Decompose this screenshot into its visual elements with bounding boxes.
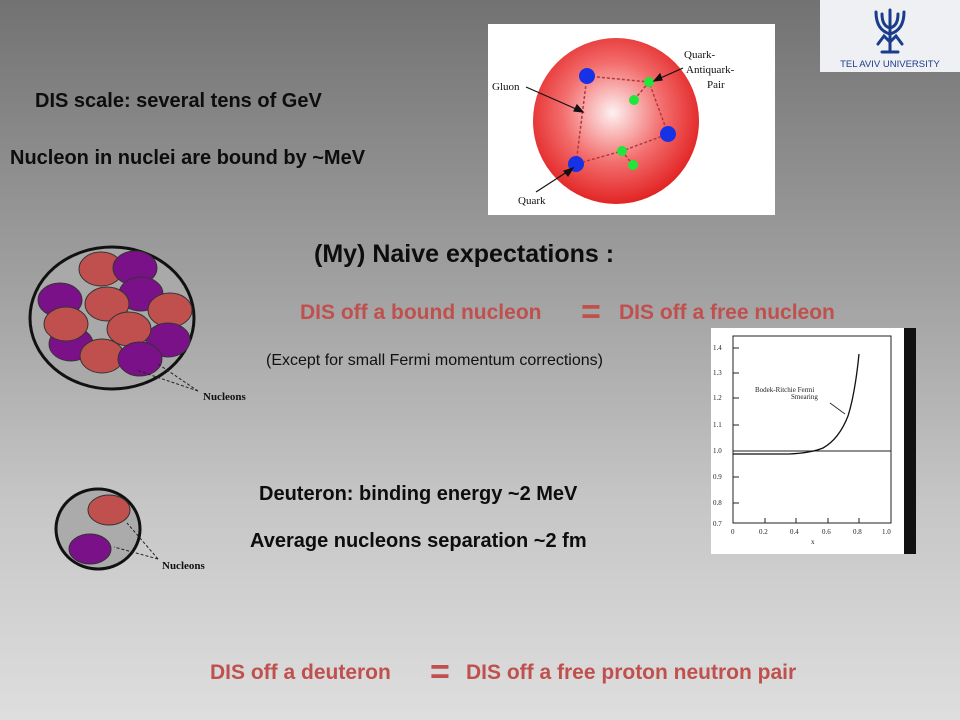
nucleon-pointer	[135, 369, 199, 392]
neutron-ball	[68, 533, 112, 565]
x-tick: 0.4	[790, 528, 799, 536]
equals-sign: =	[430, 653, 450, 691]
y-tick: 1.3	[713, 369, 722, 377]
dis-scale-text: DIS scale: several tens of GeV	[35, 90, 322, 112]
label-qaq-3: Pair	[707, 79, 725, 91]
naive-expectations-heading: (My) Naive expectations :	[314, 240, 615, 268]
deuteron-binding-text: Deuteron: binding energy ~2 MeV	[259, 483, 578, 505]
antiquark-dot	[617, 146, 627, 156]
pn-pair-dis-text: DIS off a free proton neutron pair	[466, 661, 797, 684]
y-tick: 1.1	[713, 421, 722, 429]
menorah-icon: TEL AVIV UNIVERSITY	[840, 8, 941, 70]
plot-frame	[732, 335, 892, 524]
curve-label-pointer	[829, 402, 846, 415]
nucleon-separation-text: Average nucleons separation ~2 fm	[250, 530, 587, 552]
quark-dot	[579, 68, 595, 84]
plot-label-1: Bodek-Ritchie Fermi	[755, 386, 814, 394]
x-tick: 0	[731, 528, 735, 536]
y-tick: 0.8	[713, 499, 722, 507]
nucleons-label-a: Nucleons	[203, 391, 247, 403]
antiquark-dot	[644, 77, 654, 87]
antiquark-dot	[629, 95, 639, 105]
proton-ball	[79, 338, 125, 374]
proton-ball	[106, 311, 152, 347]
x-tick: 1.0	[882, 528, 891, 536]
x-axis-label: x	[811, 538, 815, 546]
y-tick: 1.0	[713, 447, 722, 455]
y-tick: 1.2	[713, 394, 722, 402]
proton-sphere	[533, 38, 699, 204]
deuteron-diagram: Nucleons	[54, 487, 206, 572]
quark-arrow	[535, 169, 571, 193]
x-tick: 0.6	[822, 528, 831, 536]
nucleus-diagram: Nucleons	[28, 245, 247, 403]
plot-label-2: Smearing	[791, 393, 818, 401]
nucleon-pointer	[126, 522, 159, 560]
label-gluon: Gluon	[492, 81, 520, 93]
logo-text: TEL AVIV UNIVERSITY	[840, 59, 940, 70]
smearing-curve	[733, 353, 860, 455]
proton-ball	[87, 494, 131, 526]
proton-ball	[84, 286, 130, 322]
equals-sign: =	[581, 293, 601, 331]
quark-dot	[660, 126, 676, 142]
free-nucleon-text: DIS off a free nucleon	[619, 301, 835, 324]
fermi-smearing-plot: Bodek-Ritchie Fermi Smearing 1.4 1.3 1.2…	[711, 328, 916, 554]
nucleons-label-b: Nucleons	[162, 560, 206, 572]
plot-edge	[904, 328, 916, 554]
y-tick: 0.7	[713, 520, 722, 528]
x-tick: 0.2	[759, 528, 768, 536]
bound-nucleon-text: DIS off a bound nucleon	[300, 301, 542, 324]
label-qaq-2: Antiquark-	[686, 64, 735, 76]
y-tick: 0.9	[713, 473, 722, 481]
nucleon-bound-text: Nucleon in nuclei are bound by ~MeV	[10, 147, 366, 169]
y-tick: 1.4	[713, 344, 722, 352]
deuteron-dis-text: DIS off a deuteron	[210, 661, 391, 684]
x-tick: 0.8	[853, 528, 862, 536]
neutron-ball	[117, 341, 163, 377]
antiquark-dot	[628, 160, 638, 170]
proton-structure-figure: Gluon Quark- Antiquark- Pair Quark	[488, 24, 775, 215]
university-logo: TEL AVIV UNIVERSITY	[820, 0, 960, 72]
label-quark: Quark	[518, 195, 546, 207]
gluon-arrow	[525, 86, 584, 113]
proton-ball	[147, 292, 193, 328]
nucleon-pointer	[113, 546, 159, 560]
fermi-correction-note: (Except for small Fermi momentum correct…	[266, 352, 603, 369]
label-qaq-1: Quark-	[684, 49, 715, 61]
proton-ball	[43, 306, 89, 342]
nucleon-pointer	[157, 363, 199, 392]
